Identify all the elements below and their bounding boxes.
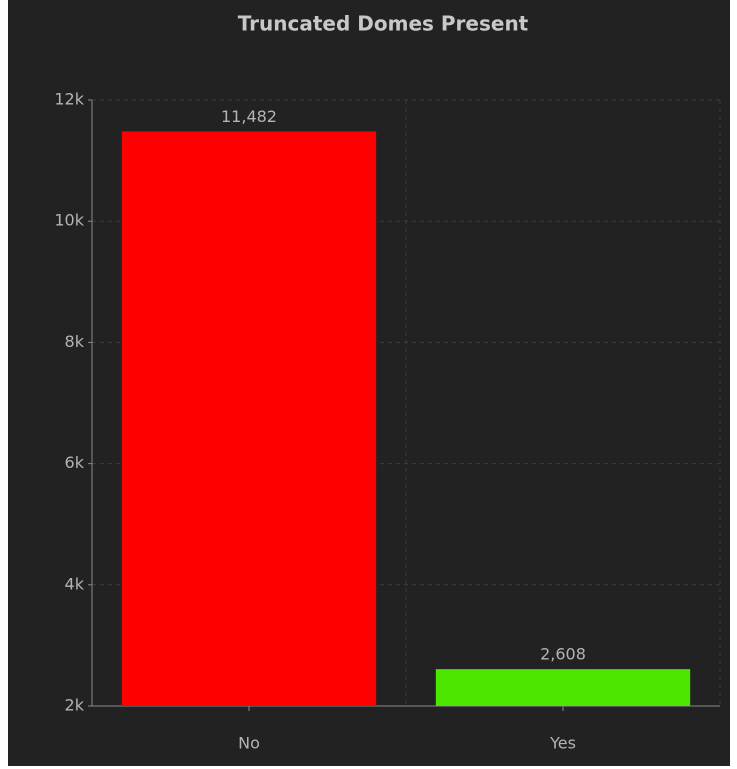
- x-tick-label: No: [238, 734, 260, 753]
- bar: [121, 131, 377, 706]
- y-tick-label: 2k: [65, 696, 85, 715]
- y-tick-label: 6k: [65, 453, 85, 472]
- x-tick-label: Yes: [549, 734, 576, 753]
- y-tick-label: 4k: [65, 574, 85, 593]
- bar: [435, 669, 691, 706]
- y-tick-label: 12k: [54, 90, 84, 109]
- y-tick-label: 10k: [54, 211, 84, 230]
- value-label: 11,482: [221, 107, 277, 126]
- chart-title: Truncated Domes Present: [238, 12, 529, 36]
- value-label: 2,608: [540, 645, 586, 664]
- y-tick-label: 8k: [65, 332, 85, 351]
